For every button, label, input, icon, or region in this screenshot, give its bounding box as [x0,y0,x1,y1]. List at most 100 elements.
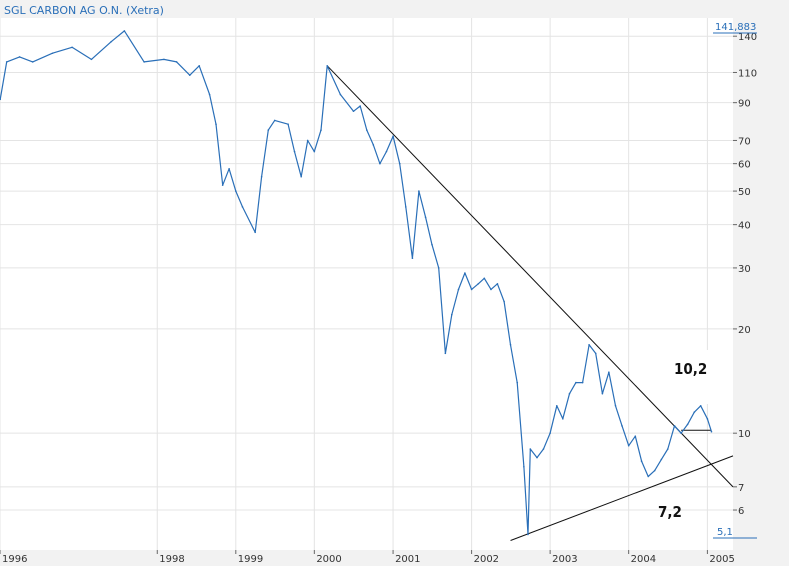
data-point [608,371,610,373]
bottom-axis-panel [0,550,789,566]
data-point [660,458,663,461]
data-point [614,404,617,407]
data-point [366,129,368,131]
data-point [575,381,577,384]
max-value-label: 141,883 [715,22,756,33]
data-point [594,352,597,355]
x-tick-label: 2004 [631,554,656,565]
y-tick-label: 30 [738,264,751,275]
y-tick-label: 40 [738,221,751,232]
data-point [0,98,2,101]
y-axis: 140 110 90 70 60 50 40 30 20 10 7 6 [733,32,757,517]
data-point [634,435,637,438]
data-point [5,61,8,63]
data-point [379,162,381,165]
y-tick-label: 90 [738,99,751,110]
data-point [306,139,309,142]
data-point [300,175,303,178]
x-tick-label: 2000 [316,554,341,565]
annotation-box-upper [670,350,708,404]
data-point [457,288,460,291]
data-point [188,74,191,77]
data-point [516,381,519,384]
data-point [90,58,93,61]
data-point [221,184,224,186]
data-point [198,64,201,67]
data-point [509,343,512,346]
annotation-upper: 10,2 [674,360,707,378]
data-point [680,432,682,434]
data-point [431,243,433,246]
min-value-label: 5,1 [717,527,733,538]
data-point [208,93,211,96]
y-tick-label: 6 [738,506,744,517]
data-point [241,206,244,208]
data-point [273,119,276,122]
data-point [601,392,604,395]
data-point [392,135,394,138]
grid [0,18,733,550]
data-point [260,175,263,178]
data-point [477,282,480,285]
data-point [254,231,256,234]
data-point [143,61,145,63]
data-point [693,411,696,413]
data-point [490,288,492,291]
y-tick-label: 7 [738,483,744,494]
data-point [372,144,375,146]
data-point [385,150,388,153]
data-point [424,216,427,219]
data-point [483,277,486,280]
data-point [320,129,322,131]
data-point [398,162,401,165]
right-axis-panel [733,18,789,550]
data-point [18,56,21,58]
data-point [352,110,355,113]
trendline [326,65,734,488]
y-tick-label: 10 [738,429,751,440]
data-point [503,300,505,303]
data-point [163,58,165,61]
x-axis: 1996 1998 1999 2000 2001 2002 2003 2004 2005 [0,550,735,565]
x-tick-label: 1998 [159,554,184,565]
data-point [51,52,54,55]
series [0,30,713,536]
data-point [627,444,630,447]
data-point [175,61,178,63]
x-tick-label: 1996 [2,554,27,565]
x-tick-label: 1999 [238,554,263,565]
data-point [562,418,564,420]
data-point [653,469,656,472]
plot-area [0,18,733,550]
data-point [706,418,709,420]
data-point [31,61,34,63]
y-tick-label: 60 [738,160,751,171]
y-tick-label: 110 [738,68,757,79]
data-point [313,150,316,153]
data-point [267,129,270,131]
trendlines [326,65,734,541]
data-point [470,288,473,291]
data-point [686,423,689,426]
data-point [523,465,525,468]
y-tick-label: 70 [738,136,751,147]
y-tick-label: 20 [738,325,751,336]
data-point [359,105,361,107]
x-tick-label: 2001 [395,554,420,565]
data-point [496,282,499,285]
data-point [673,425,676,427]
data-point [228,167,230,170]
annotation-lower: 7,2 [658,503,682,521]
data-point [640,460,643,463]
data-point [234,190,237,192]
data-point [568,392,571,395]
data-point [536,456,538,459]
y-tick-label: 50 [738,187,751,198]
data-point [529,448,532,450]
data-point [699,404,702,407]
data-point [667,448,669,450]
data-point [326,64,329,67]
data-point [404,206,407,208]
data-point [555,404,558,407]
